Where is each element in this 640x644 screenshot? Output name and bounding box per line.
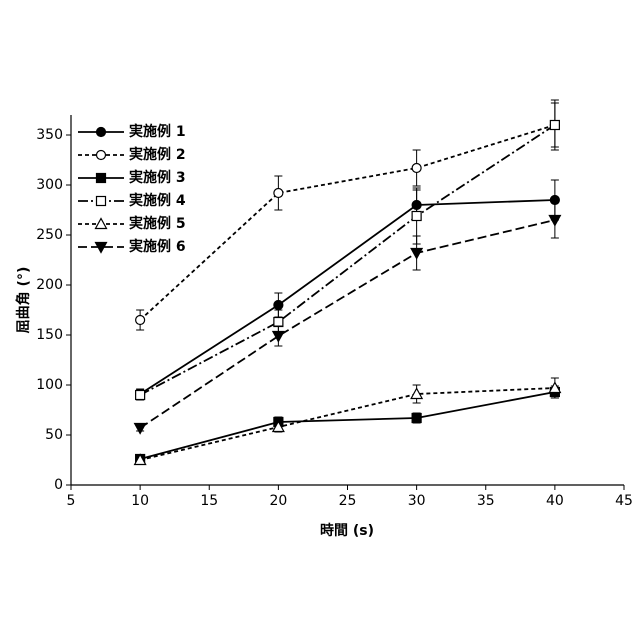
x-tick-label: 45 <box>615 493 633 509</box>
x-tick-label: 10 <box>131 493 149 509</box>
chart: 時間 (s) 屈曲角 (°) 0 50 100 150 200 250 300 350 5 10 1… <box>0 0 640 640</box>
x-tick-label: 5 <box>67 493 76 509</box>
legend-marker <box>97 197 106 206</box>
marker <box>412 414 421 423</box>
marker <box>274 318 283 327</box>
legend-marker <box>96 219 107 229</box>
marker <box>412 164 421 173</box>
marker <box>273 332 284 342</box>
series-line <box>140 125 555 320</box>
marker <box>274 301 283 310</box>
y-axis-label: 屈曲角 (°) <box>15 267 32 334</box>
marker <box>550 121 559 130</box>
y-tick-label: 150 <box>36 327 63 343</box>
marker <box>274 189 283 198</box>
legend-marker <box>97 128 106 137</box>
series-line <box>140 220 555 428</box>
marker <box>411 249 422 259</box>
y-tick-label: 250 <box>36 227 63 243</box>
x-tick-label: 35 <box>477 493 495 509</box>
x-tick-label: 15 <box>200 493 218 509</box>
legend-label: 実施例 6 <box>129 238 186 255</box>
x-tick-label: 30 <box>408 493 426 509</box>
x-tick-label: 20 <box>269 493 287 509</box>
y-tick-label: 50 <box>45 427 63 443</box>
legend-label: 実施例 4 <box>129 192 186 209</box>
legend-label: 実施例 5 <box>129 215 186 232</box>
series-line <box>140 388 555 460</box>
legend-label: 実施例 2 <box>129 146 186 163</box>
page: 時間 (s) 屈曲角 (°) 0 50 100 150 200 250 300 350 5 10 1… <box>0 0 640 644</box>
legend-marker <box>97 151 106 160</box>
legend-label: 実施例 3 <box>129 169 186 186</box>
y-tick-label: 100 <box>36 377 63 393</box>
legend-label: 実施例 1 <box>129 123 186 140</box>
x-tick-label: 40 <box>546 493 564 509</box>
series-line <box>140 200 555 394</box>
marker <box>135 424 146 434</box>
y-tick-label: 350 <box>36 127 63 143</box>
y-tick-label: 200 <box>36 277 63 293</box>
y-tick-label: 0 <box>54 477 63 493</box>
x-axis-label: 時間 (s) <box>320 522 374 539</box>
series-line <box>140 392 555 459</box>
y-tick-label: 300 <box>36 177 63 193</box>
x-tick-label: 25 <box>339 493 357 509</box>
marker <box>136 391 145 400</box>
marker <box>412 212 421 221</box>
legend-marker <box>97 174 106 183</box>
marker <box>136 316 145 325</box>
